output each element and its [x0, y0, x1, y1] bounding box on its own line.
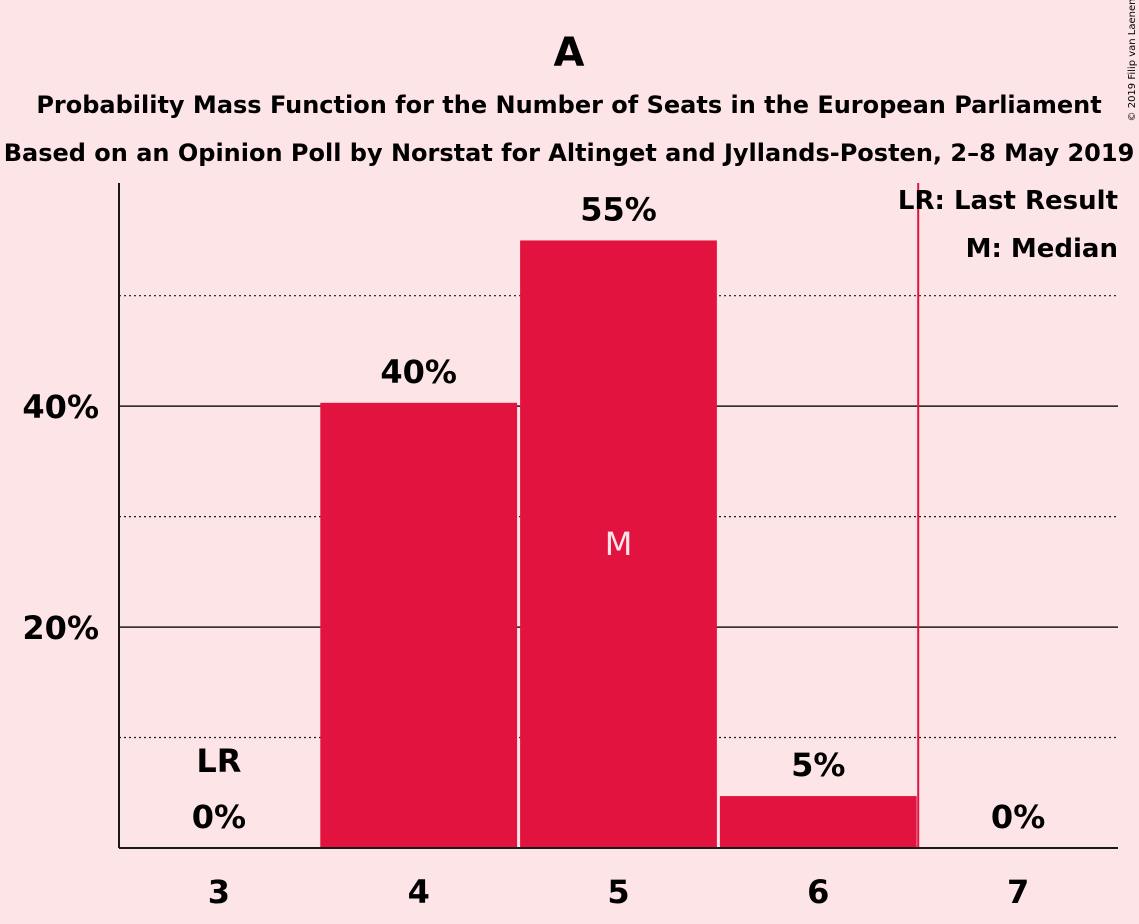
data-labels: 0% 40% 55% 5% 0% M LR: [192, 190, 1046, 836]
data-label-7: 0%: [991, 798, 1045, 836]
chart-subtitle-line-2: Based on an Opinion Poll by Norstat for …: [4, 139, 1135, 167]
x-tick-label: 3: [208, 873, 230, 911]
data-label-3: 0%: [192, 798, 246, 836]
bars: [320, 240, 917, 848]
data-label-6: 5%: [791, 746, 845, 784]
x-tick-label: 7: [1007, 873, 1029, 911]
chart-title: A: [554, 30, 585, 76]
x-tick-label: 5: [607, 873, 629, 911]
y-tick-label: 20%: [22, 609, 99, 647]
data-label-4: 40%: [380, 353, 457, 391]
y-tick-label: 40%: [22, 388, 99, 426]
chart-subtitle-line-1: Probability Mass Function for the Number…: [36, 91, 1101, 119]
axes: 20% 40% 3 4 5 6 7: [22, 183, 1118, 911]
median-marker: M: [605, 525, 633, 563]
last-result-marker: LR: [196, 742, 241, 780]
x-tick-label: 4: [408, 873, 430, 911]
x-tick-label: 6: [807, 873, 829, 911]
bar-5: [520, 240, 717, 848]
data-label-5: 55%: [580, 190, 657, 228]
bar-6: [719, 796, 917, 848]
copyright-notice: © 2019 Filip van Laenen: [1127, 0, 1138, 121]
bar-4: [320, 402, 518, 848]
legend-median: M: Median: [966, 234, 1118, 264]
legend-last-result: LR: Last Result: [898, 186, 1118, 216]
